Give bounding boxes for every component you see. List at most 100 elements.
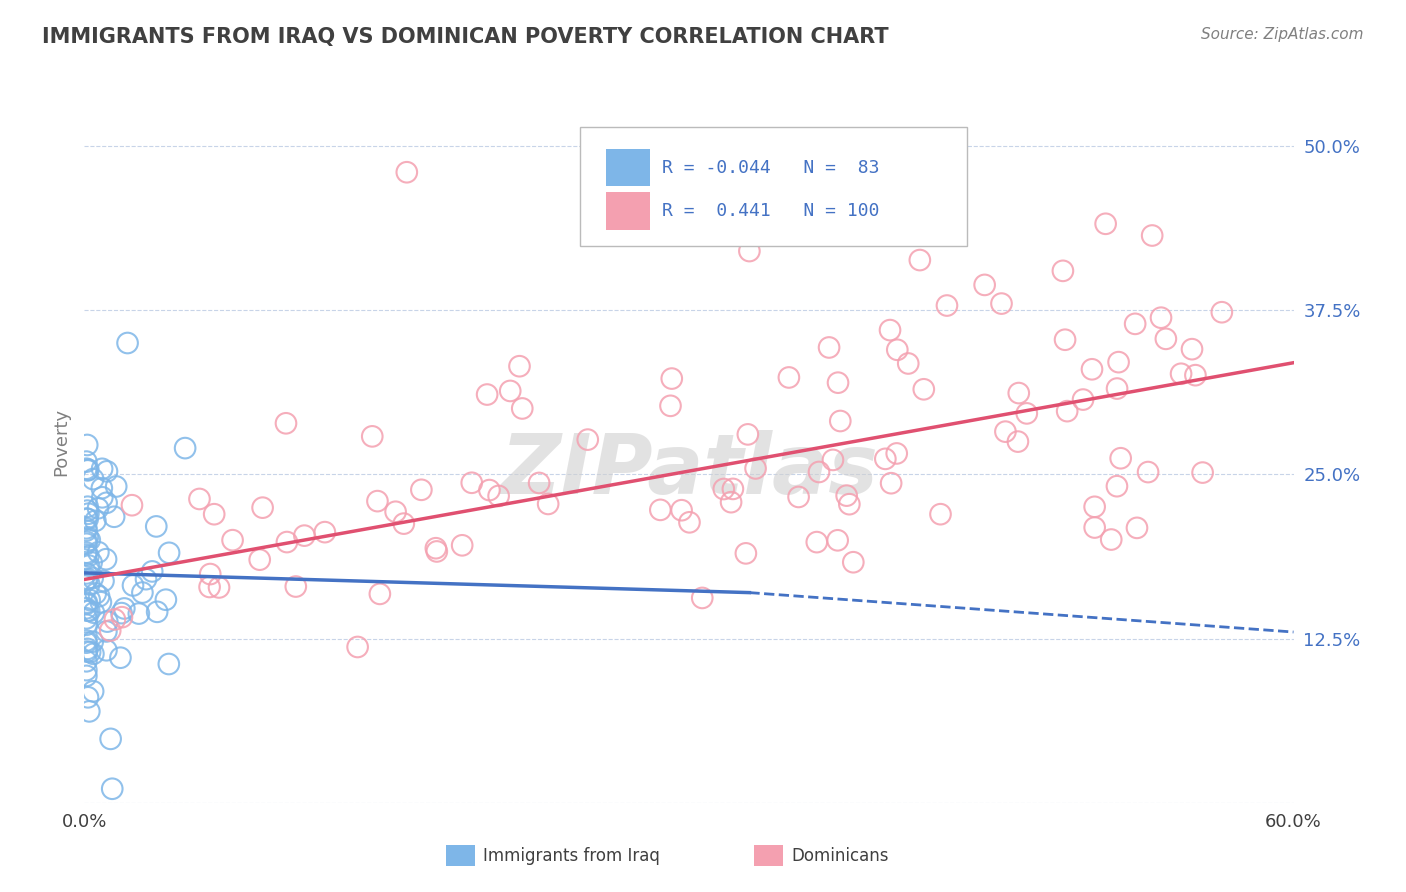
Point bbox=[1081, 362, 1104, 376]
Point bbox=[75, 546, 97, 560]
Point bbox=[936, 299, 959, 313]
Point bbox=[174, 441, 197, 455]
Point bbox=[879, 323, 901, 337]
Point bbox=[671, 503, 693, 517]
Point bbox=[929, 507, 952, 521]
Point bbox=[75, 654, 97, 668]
Point bbox=[368, 587, 391, 601]
Point bbox=[110, 606, 132, 620]
Point bbox=[104, 612, 127, 626]
Point bbox=[82, 684, 104, 698]
Point bbox=[830, 414, 852, 428]
Point bbox=[384, 505, 406, 519]
Point bbox=[1084, 520, 1107, 534]
Point bbox=[105, 479, 128, 493]
Point bbox=[292, 528, 315, 542]
Point bbox=[87, 545, 110, 559]
Point bbox=[1150, 310, 1173, 325]
Point bbox=[1007, 434, 1029, 449]
Point bbox=[499, 384, 522, 398]
Point bbox=[1137, 465, 1160, 479]
Point bbox=[76, 511, 98, 525]
Point bbox=[121, 498, 143, 512]
Point bbox=[1054, 333, 1077, 347]
Point bbox=[75, 635, 97, 649]
Point bbox=[75, 601, 97, 615]
Point bbox=[128, 607, 150, 621]
Point bbox=[91, 491, 114, 505]
Point bbox=[661, 371, 683, 385]
Point bbox=[678, 516, 700, 530]
Point bbox=[411, 483, 433, 497]
Point bbox=[79, 593, 101, 607]
Point bbox=[1008, 386, 1031, 401]
Point bbox=[737, 427, 759, 442]
Point bbox=[141, 565, 163, 579]
Point bbox=[76, 503, 98, 517]
Point bbox=[488, 489, 510, 503]
Point bbox=[720, 495, 742, 509]
Point bbox=[835, 489, 858, 503]
Point bbox=[75, 669, 97, 683]
Point bbox=[1126, 521, 1149, 535]
Point bbox=[886, 343, 908, 357]
Point bbox=[1184, 368, 1206, 383]
Point bbox=[77, 577, 100, 591]
FancyBboxPatch shape bbox=[606, 193, 650, 230]
Point bbox=[75, 633, 97, 648]
Point bbox=[90, 481, 112, 495]
Point bbox=[96, 496, 118, 510]
Point bbox=[284, 580, 307, 594]
Point bbox=[451, 538, 474, 552]
Point bbox=[111, 610, 134, 624]
Point bbox=[537, 497, 560, 511]
Point bbox=[908, 253, 931, 268]
Point bbox=[75, 521, 97, 535]
Point bbox=[96, 624, 118, 639]
Point bbox=[392, 516, 415, 531]
Point bbox=[96, 615, 118, 629]
FancyBboxPatch shape bbox=[606, 149, 650, 186]
Point bbox=[77, 690, 100, 705]
Point bbox=[76, 644, 98, 658]
Point bbox=[75, 597, 97, 611]
Text: Immigrants from Iraq: Immigrants from Iraq bbox=[484, 847, 661, 864]
Point bbox=[76, 512, 98, 526]
Point bbox=[1154, 332, 1177, 346]
Point bbox=[155, 592, 177, 607]
Point bbox=[1181, 342, 1204, 356]
Point bbox=[84, 586, 107, 600]
Point bbox=[650, 503, 672, 517]
Point bbox=[82, 571, 104, 585]
Point bbox=[734, 546, 756, 560]
Point bbox=[395, 165, 418, 179]
Text: ZIPatlas: ZIPatlas bbox=[501, 430, 877, 511]
Point bbox=[721, 482, 744, 496]
FancyBboxPatch shape bbox=[581, 128, 967, 246]
Point bbox=[827, 376, 849, 390]
Text: R =  0.441   N = 100: R = 0.441 N = 100 bbox=[662, 202, 880, 220]
Point bbox=[208, 581, 231, 595]
Point bbox=[76, 641, 98, 656]
Point bbox=[76, 438, 98, 452]
Point bbox=[1108, 355, 1130, 369]
Point bbox=[77, 507, 100, 521]
Point bbox=[346, 640, 368, 654]
Point bbox=[249, 552, 271, 566]
Point bbox=[87, 589, 110, 603]
Point bbox=[84, 514, 107, 528]
Point bbox=[897, 356, 920, 370]
Point bbox=[75, 454, 97, 468]
Point bbox=[79, 645, 101, 659]
Point bbox=[990, 296, 1012, 310]
Point bbox=[75, 573, 97, 587]
Point bbox=[76, 572, 98, 586]
Point bbox=[117, 336, 139, 351]
Point bbox=[576, 433, 599, 447]
Point bbox=[778, 370, 800, 384]
Point bbox=[1094, 217, 1116, 231]
Point bbox=[103, 509, 125, 524]
Point bbox=[90, 595, 112, 609]
Point bbox=[75, 566, 97, 581]
Text: R = -0.044   N =  83: R = -0.044 N = 83 bbox=[662, 159, 880, 177]
